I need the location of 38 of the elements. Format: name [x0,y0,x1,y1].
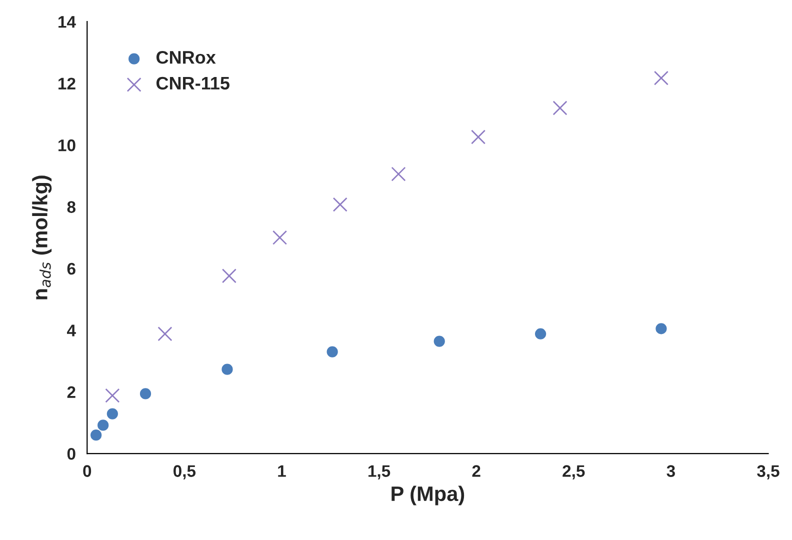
point [470,130,486,144]
x-tick-label: 2,5 [562,465,585,480]
y-tick-label: 4 [66,324,76,336]
x-tick-label: 3 [666,465,675,477]
point [332,197,348,212]
point [105,388,120,403]
point [106,408,118,420]
y-tick-label: 6 [67,262,76,275]
x-tick-label: 0,5 [174,465,196,480]
y-tick-label: 14 [58,16,76,28]
point [552,100,568,116]
y-tick-label: 0 [67,448,76,460]
point [222,268,236,284]
y-tick-label: 10 [58,139,76,152]
x-tick-label: 2 [472,465,480,477]
x-tick-label: 1,5 [368,465,390,480]
y-tick-label: 12 [58,78,76,90]
legend-label: CNR-115 [156,76,230,90]
point [326,346,338,358]
point [534,328,546,340]
x-tick-label: 1 [278,465,286,477]
point [391,166,406,182]
point [434,336,445,347]
legend-label: CNRox [156,50,216,64]
point [98,420,109,431]
point [140,388,152,400]
point [90,430,102,441]
point [656,323,667,334]
y-tick-label: 8 [67,201,76,213]
x-axis-title: P (Mpa) [392,486,464,506]
x-tick-label: 3,5 [757,465,780,480]
point [654,70,668,86]
y-tick-label: 2 [67,386,76,398]
point [158,326,172,342]
y-axis-title: n$_{ads}$ (mol/kg) [32,176,52,300]
x-tick-label: 0 [83,465,92,477]
point [222,364,233,375]
point [272,230,288,245]
